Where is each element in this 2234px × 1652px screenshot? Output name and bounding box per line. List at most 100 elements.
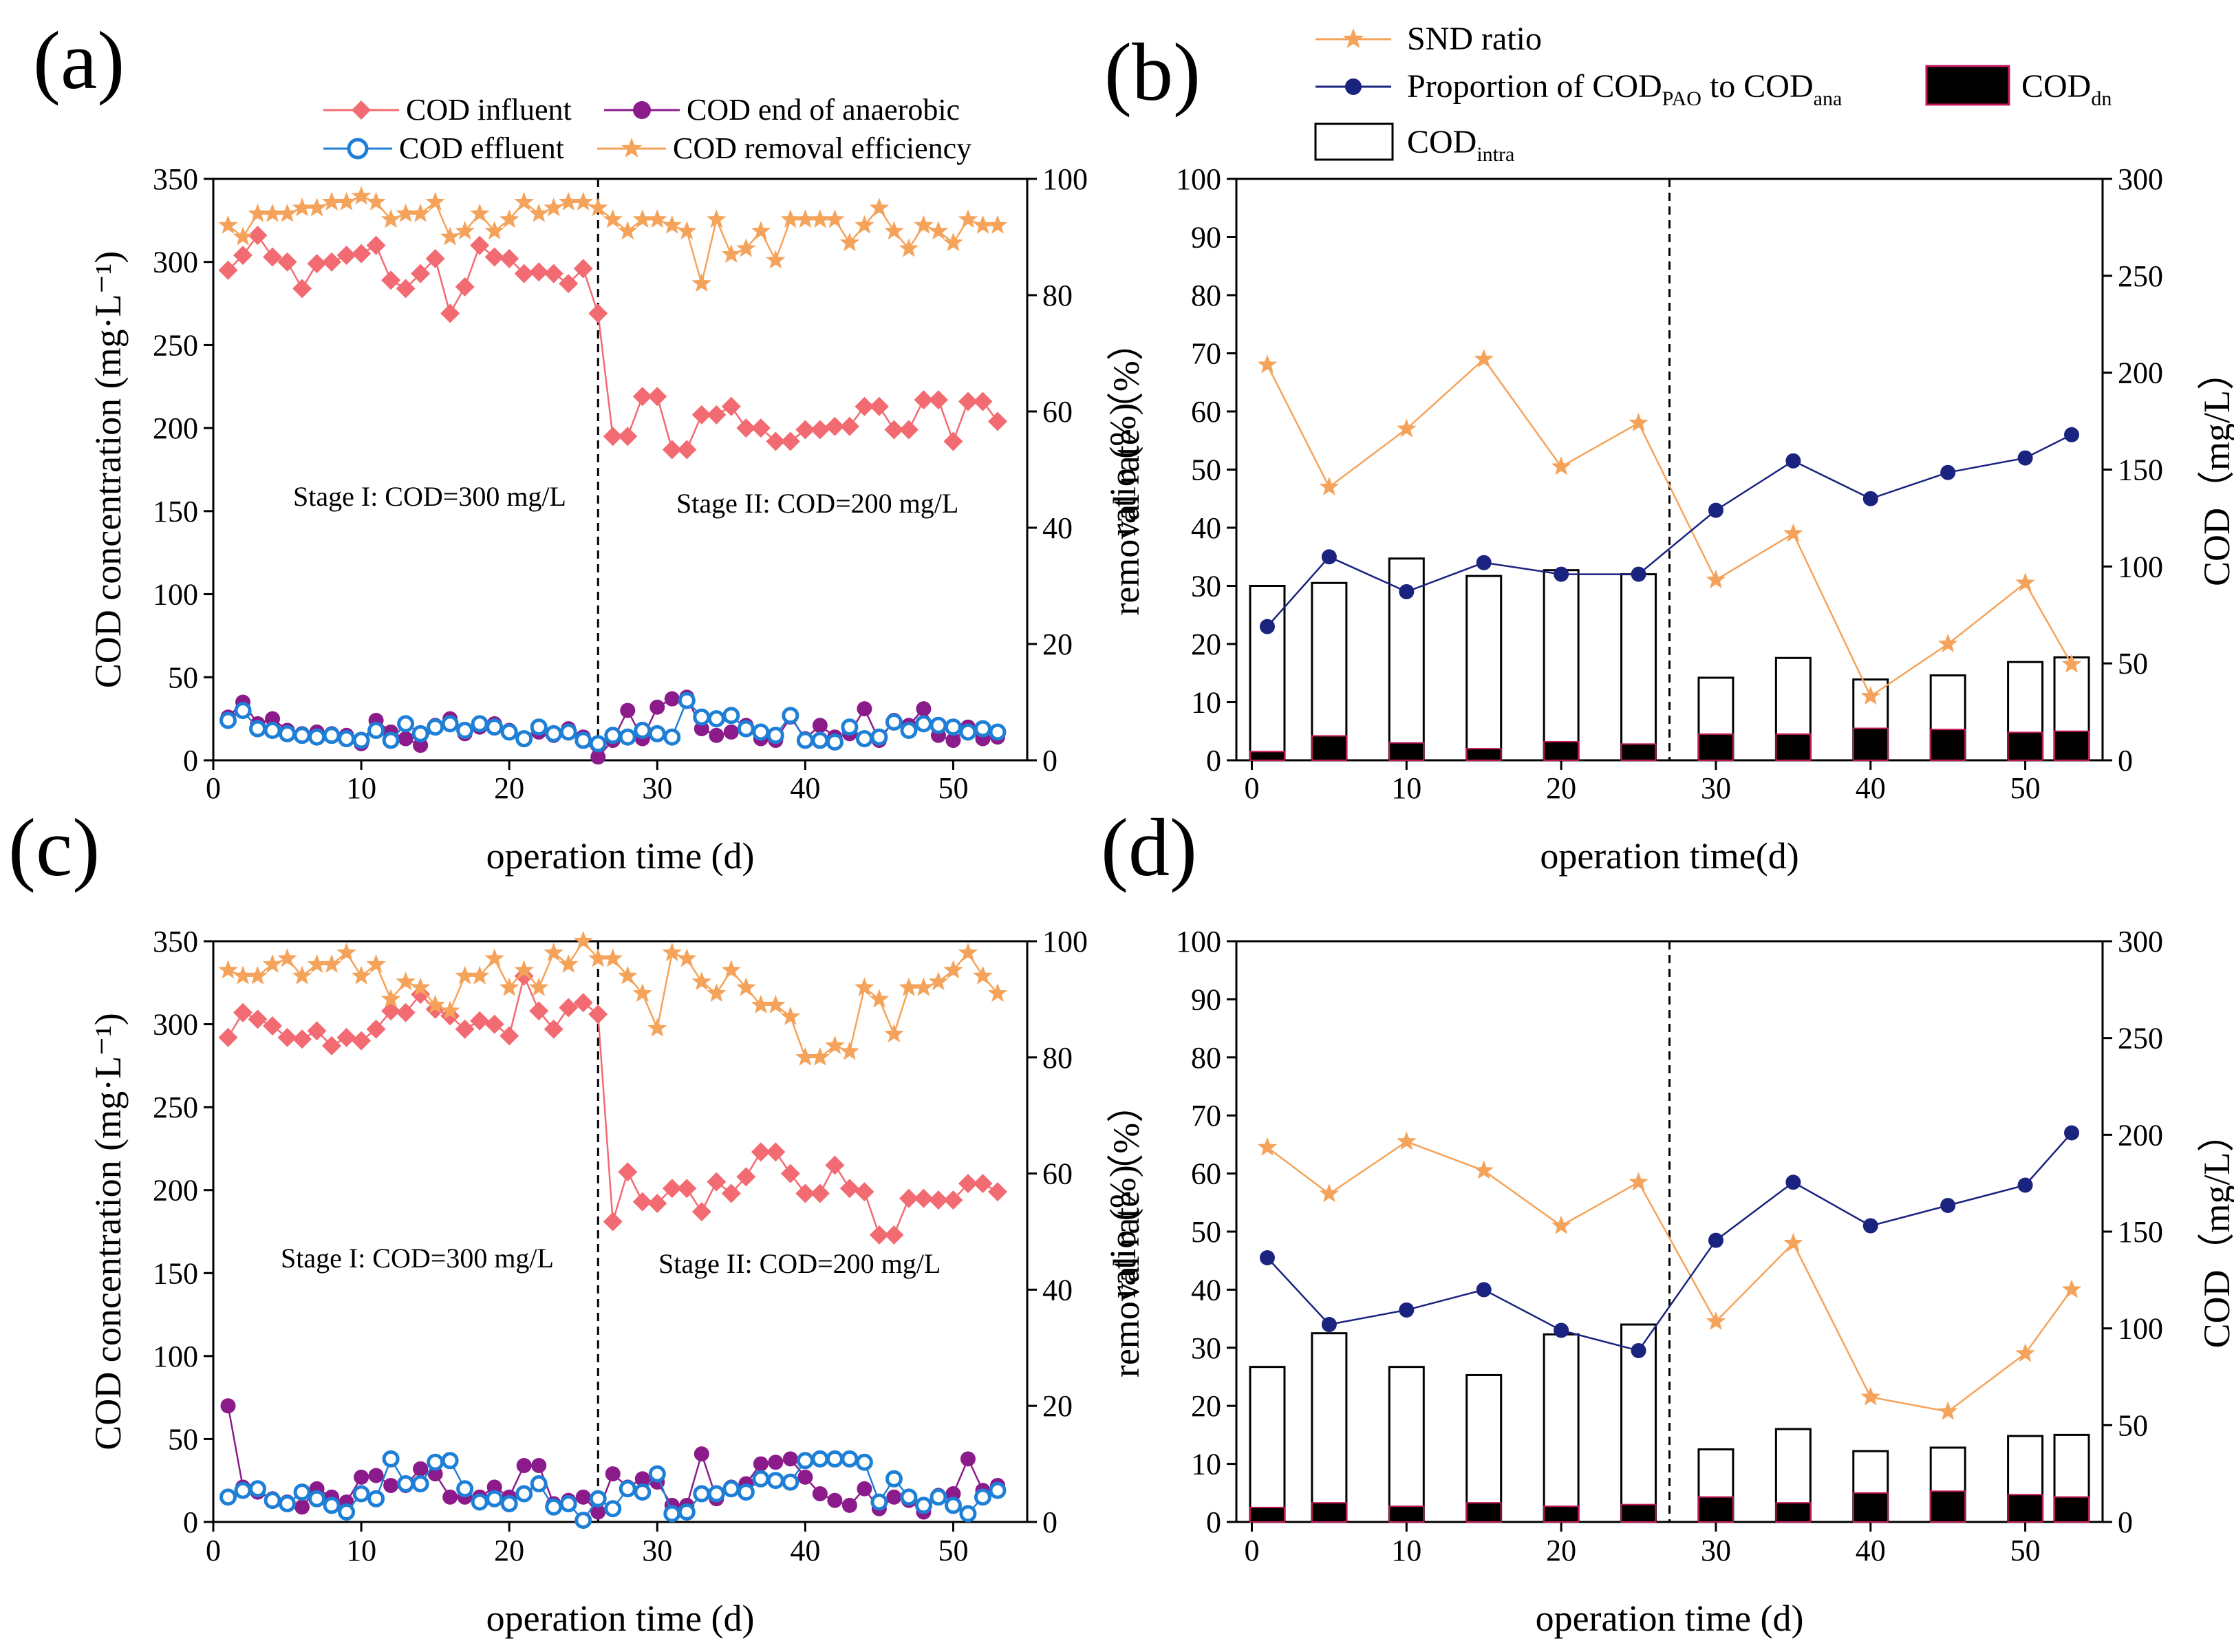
point-snd-ratio xyxy=(2061,1279,2082,1298)
point-cod-removal-efficiency xyxy=(440,1000,460,1020)
point-cod-effluent xyxy=(648,725,666,742)
stage-annotation: Stage I: COD=300 mg/L xyxy=(281,1243,554,1274)
legend-pao-marker xyxy=(1345,78,1362,95)
point-cod-influent xyxy=(411,985,431,1005)
y-right-axis-label: COD（mg/L） xyxy=(2196,1115,2234,1348)
point-cod-influent xyxy=(248,226,268,246)
point-cod-influent xyxy=(573,993,593,1013)
point-snd-ratio xyxy=(1706,1311,1726,1330)
x-tick-label: 40 xyxy=(790,1534,820,1567)
bar-cod-dn xyxy=(1697,733,1734,761)
point-cod-effluent xyxy=(870,1493,888,1511)
point-cod-removal-efficiency xyxy=(958,209,978,228)
point-cod-removal-efficiency xyxy=(973,965,993,985)
point-cod-end-of-anaerobic xyxy=(620,702,636,718)
point-snd-ratio xyxy=(1319,476,1340,495)
point-cod-effluent xyxy=(441,1452,459,1470)
point-cod-effluent xyxy=(382,1450,400,1468)
y-tick-label: 100 xyxy=(1176,925,1221,958)
bar-cod-intra xyxy=(1249,585,1286,762)
series-line-cod-influent xyxy=(227,973,998,1236)
point-cod-influent xyxy=(559,274,579,294)
panel-d-letter: (d) xyxy=(1101,802,1197,893)
x-tick-label: 50 xyxy=(2010,771,2041,805)
point-cod-removal-efficiency xyxy=(336,942,356,961)
point-snd-ratio xyxy=(1860,1386,1880,1406)
x-tick-label: 40 xyxy=(790,771,820,805)
bar-cod-intra xyxy=(1543,1333,1580,1523)
legend-effluent-label: COD effluent xyxy=(399,131,564,165)
y-right-tick-label: 0 xyxy=(1042,1505,1057,1539)
point-cod-effluent xyxy=(974,1488,991,1506)
point-snd-ratio xyxy=(1783,523,1803,542)
point-cod-influent xyxy=(780,431,800,451)
point-cod-influent xyxy=(928,390,948,410)
point-cod-effluent xyxy=(737,1483,755,1501)
point-cod-influent xyxy=(810,1183,830,1203)
point-cod-influent xyxy=(292,279,312,299)
y-right-axis-label: removal rate（%） xyxy=(1106,1086,1147,1377)
point-cod-removal-efficiency xyxy=(321,191,342,211)
point-cod-influent xyxy=(529,1001,549,1021)
bar-cod-intra xyxy=(1311,581,1348,762)
point-cod-influent xyxy=(958,1174,978,1194)
y-axis-label: COD concentration (mg·L⁻¹) xyxy=(87,1013,129,1450)
point-proportion-of-cod-pao-to-cod-ana xyxy=(1631,1343,1646,1359)
point-cod-end-of-anaerobic xyxy=(694,721,709,737)
point-cod-removal-efficiency xyxy=(855,215,874,234)
point-cod-effluent xyxy=(707,710,725,728)
bar-cod-dn xyxy=(1249,1506,1285,1523)
point-cod-removal-efficiency xyxy=(618,221,638,240)
point-cod-removal-efficiency xyxy=(721,244,742,263)
y-tick-label: 90 xyxy=(1191,221,1221,255)
point-cod-effluent xyxy=(397,1475,415,1493)
y-right-tick-label: 40 xyxy=(1042,511,1073,545)
point-proportion-of-cod-pao-to-cod-ana xyxy=(1785,453,1801,469)
x-tick-label: 30 xyxy=(1701,771,1731,805)
point-cod-influent xyxy=(869,396,889,416)
y-right-tick-label: 200 xyxy=(2118,356,2163,390)
point-cod-influent xyxy=(218,260,238,280)
point-proportion-of-cod-pao-to-cod-ana xyxy=(1476,1282,1492,1298)
point-cod-end-of-anaerobic xyxy=(634,1471,650,1487)
y-right-tick-label: 0 xyxy=(1042,744,1057,777)
y-tick-label: 250 xyxy=(153,1091,198,1124)
point-snd-ratio xyxy=(1783,1232,1803,1252)
y-tick-label: 60 xyxy=(1191,1157,1221,1191)
y-tick-label: 100 xyxy=(153,578,198,612)
point-cod-removal-efficiency xyxy=(780,209,801,228)
point-snd-ratio xyxy=(1474,349,1494,368)
point-cod-influent xyxy=(277,1027,297,1047)
panel-a: 0 10 20 30 40 50 0 50 100 150 200 250 300 350 0 20 40 60 8… xyxy=(87,162,1147,877)
point-cod-effluent xyxy=(234,1481,252,1499)
point-cod-end-of-anaerobic xyxy=(486,1479,502,1495)
point-cod-influent xyxy=(884,1225,904,1245)
point-cod-influent xyxy=(721,1183,741,1203)
point-cod-end-of-anaerobic xyxy=(649,699,665,715)
bar-cod-intra xyxy=(1249,1366,1286,1523)
point-cod-removal-efficiency xyxy=(380,989,401,1008)
point-cod-influent xyxy=(307,1021,327,1041)
point-snd-ratio xyxy=(2015,1343,2035,1362)
bar-cod-dn xyxy=(1543,740,1580,761)
point-cod-influent xyxy=(855,396,874,416)
point-snd-ratio xyxy=(1860,686,1880,705)
point-proportion-of-cod-pao-to-cod-ana xyxy=(2017,450,2033,466)
point-proportion-of-cod-pao-to-cod-ana xyxy=(2017,1177,2033,1193)
point-cod-influent xyxy=(795,1183,815,1203)
point-cod-influent xyxy=(425,248,445,268)
point-snd-ratio xyxy=(2015,572,2035,592)
point-cod-effluent xyxy=(826,733,844,751)
point-cod-influent xyxy=(573,259,593,279)
point-cod-influent xyxy=(248,1009,268,1029)
point-cod-influent xyxy=(529,262,549,282)
point-snd-ratio xyxy=(1474,1160,1494,1179)
x-tick-label: 50 xyxy=(2010,1534,2041,1567)
panel-d: 0 10 20 30 40 50 0 10 20 30 40 50 60 70 80 90 100 0 50 100 1… xyxy=(1102,925,2234,1639)
y-tick-label: 20 xyxy=(1191,627,1221,661)
point-cod-removal-efficiency xyxy=(780,1006,801,1025)
point-cod-influent xyxy=(514,966,534,986)
x-tick-label: 20 xyxy=(494,771,524,805)
y-tick-label: 300 xyxy=(153,246,198,279)
point-cod-removal-efficiency xyxy=(573,191,593,211)
